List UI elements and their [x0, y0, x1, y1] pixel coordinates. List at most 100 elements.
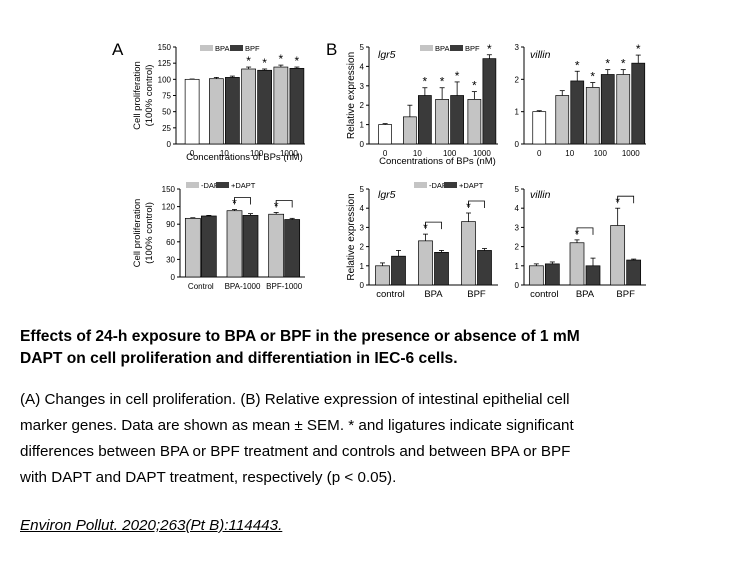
significance-star: * [621, 57, 626, 71]
significance-star: * [246, 54, 251, 68]
x-tick-label: BPF [467, 289, 486, 300]
bar [257, 69, 272, 145]
y-tick-label: 0 [360, 140, 365, 149]
significance-star: * [605, 57, 610, 71]
x-tick-label: BPA [424, 289, 443, 300]
y-tick-label: 100 [158, 75, 172, 84]
significance-star: * [295, 54, 300, 68]
gene-label: lgr5 [378, 189, 396, 201]
legend-swatch [216, 182, 229, 188]
y-tick-label: 3 [515, 223, 520, 232]
x-tick-label: 100 [250, 149, 264, 158]
y-tick-label: 60 [166, 238, 175, 247]
y-tick-label: 5 [360, 185, 365, 194]
panel-letter-b: B [326, 40, 337, 59]
x-tick-label: 100 [443, 149, 457, 158]
significance-star: * [455, 69, 460, 83]
bar [241, 68, 256, 145]
caption-body: (A) Changes in cell proliferation. (B) R… [20, 387, 740, 491]
legend-label: BPF [465, 44, 480, 53]
x-tick-label: 1000 [473, 149, 491, 158]
bar [184, 217, 201, 278]
legend-swatch [420, 45, 433, 51]
gene-label: villin [530, 189, 551, 201]
bar [418, 95, 432, 145]
x-tick-label: control [376, 289, 405, 300]
caption-body-line: (A) Changes in cell proliferation. (B) R… [20, 391, 570, 408]
bar [378, 124, 392, 145]
bar [242, 215, 259, 278]
ligature-bracket [275, 200, 293, 208]
legend-swatch [444, 182, 457, 188]
y-tick-label: 2 [515, 243, 520, 252]
x-axis-title: Concentrations of BPs (nM) [379, 156, 496, 167]
chart-lgr5-concentration: 0 1 2 3 4 5 0 10 100 1000 * * * * * BPA BPF lgr5 Concentra… [346, 42, 498, 167]
bar [225, 77, 240, 145]
y-tick-label: 150 [158, 43, 172, 52]
y-tick-label: 0 [171, 273, 176, 282]
bar [226, 210, 243, 278]
significance-star: * [440, 75, 445, 89]
legend-label: +DAPT [459, 181, 484, 190]
y-tick-label: 1 [360, 262, 365, 271]
x-tick-label: BPF-1000 [266, 282, 303, 291]
y-axis-title: Relative expression [346, 193, 357, 280]
significance-star: * [423, 75, 428, 89]
bar [528, 265, 544, 286]
x-tick-label: Control [188, 282, 214, 291]
ligature-bracket [425, 221, 442, 230]
bar [268, 213, 285, 278]
legend-label: -DAPT [201, 181, 224, 190]
y-tick-label: 120 [162, 203, 176, 212]
bar [273, 66, 289, 145]
bar [616, 74, 631, 145]
y-tick-label: 30 [166, 255, 175, 264]
bar [284, 219, 301, 278]
panel-letter-a: A [112, 40, 124, 59]
y-tick-label: 5 [515, 185, 520, 194]
y-tick-label: 2 [515, 75, 520, 84]
y-tick-label: 1 [515, 108, 520, 117]
y-tick-label: 3 [515, 43, 520, 52]
y-axis-title: (100% control) [144, 65, 155, 127]
legend-label: -DAPT [429, 181, 452, 190]
legend-swatch [230, 45, 243, 51]
legend-label: +DAPT [231, 181, 256, 190]
bar [467, 99, 482, 145]
y-axis-title: Cell proliferation [132, 61, 143, 130]
caption-title-line: DAPT on cell proliferation and different… [20, 350, 458, 367]
y-tick-label: 0 [167, 140, 172, 149]
bar [184, 78, 200, 145]
x-tick-label: control [530, 289, 559, 300]
citation-link[interactable]: Environ Pollut. 2020;263(Pt B):114443. [20, 517, 283, 534]
y-tick-label: 1 [515, 262, 520, 271]
x-tick-label: BPF [616, 289, 635, 300]
caption-body-line: marker genes. Data are shown as mean ± S… [20, 417, 574, 434]
bar [482, 58, 497, 145]
caption-title: Effects of 24-h exposure to BPA or BPF i… [20, 326, 740, 370]
y-tick-label: 125 [158, 59, 172, 68]
legend-swatch [200, 45, 213, 51]
legend-swatch [414, 182, 427, 188]
y-axis-title: Relative expression [346, 52, 357, 139]
caption-body-line: differences between BPA or BPF treatment… [20, 443, 571, 460]
x-tick-label: BPA-1000 [225, 282, 261, 291]
caption-citation[interactable]: Environ Pollut. 2020;263(Pt B):114443. [20, 516, 740, 535]
x-tick-label: 1000 [622, 149, 640, 158]
x-tick-label: 0 [190, 149, 195, 158]
bar [569, 242, 585, 286]
chart-villin-concentration: 0 1 2 3 0 10 100 1000 * * * * * villin [515, 42, 646, 158]
x-tick-label: 1000 [280, 149, 298, 158]
y-axis-title: Cell proliferation [132, 199, 143, 268]
significance-star: * [472, 79, 477, 93]
y-tick-label: 50 [162, 108, 171, 117]
y-tick-label: 4 [360, 204, 365, 213]
bar [555, 95, 570, 145]
x-tick-label: 10 [220, 149, 229, 158]
y-tick-label: 4 [515, 204, 520, 213]
bar [477, 250, 492, 286]
bar [434, 252, 449, 286]
y-tick-label: 2 [360, 243, 365, 252]
